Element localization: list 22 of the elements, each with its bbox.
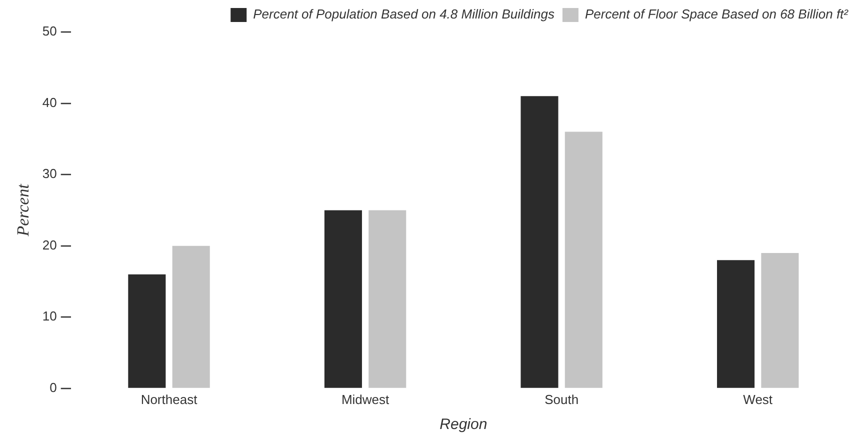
bar bbox=[520, 96, 558, 388]
y-tick-label: 10 bbox=[42, 308, 57, 324]
bar bbox=[172, 246, 210, 388]
x-tick-label: South bbox=[544, 392, 579, 407]
x-tick-label: Northeast bbox=[140, 392, 198, 407]
y-tick-label: 20 bbox=[42, 237, 57, 252]
x-tick-label: Midwest bbox=[341, 392, 390, 407]
bar bbox=[324, 210, 362, 388]
bar bbox=[128, 274, 166, 388]
bar bbox=[368, 210, 406, 388]
y-tick-label: 40 bbox=[42, 94, 57, 110]
x-tick-label: West bbox=[743, 392, 773, 407]
x-axis-title: Region bbox=[440, 416, 488, 434]
bar bbox=[717, 260, 755, 388]
y-tick-label: 30 bbox=[42, 166, 57, 182]
bar bbox=[564, 132, 602, 388]
bar bbox=[761, 252, 799, 388]
y-tick-label: 0 bbox=[50, 380, 57, 395]
y-tick-label: 50 bbox=[42, 24, 57, 39]
legend-label: Percent of Floor Space Based on 68 Billion ft² bbox=[584, 6, 849, 22]
legend-label: Percent of Population Based on 4.8 Million Buildings bbox=[253, 6, 555, 22]
y-axis-title: Percent bbox=[14, 182, 33, 238]
